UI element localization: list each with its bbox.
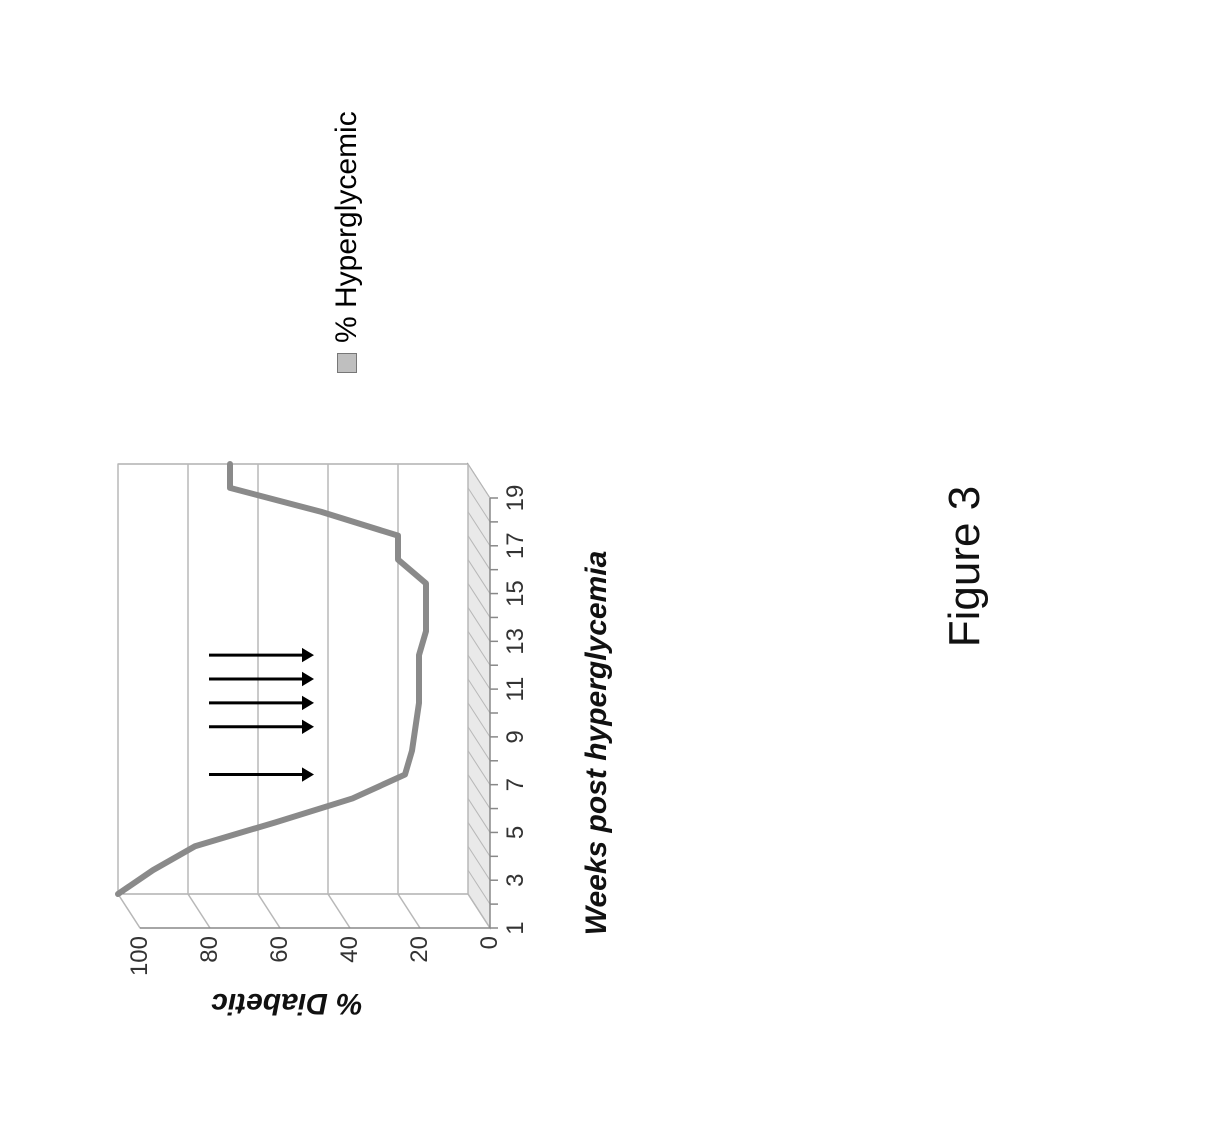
y-tick: 0 (476, 936, 504, 986)
x-tick: 19 (502, 481, 530, 515)
legend: % Hyperglycemic (330, 111, 364, 373)
y-tick: 20 (406, 936, 434, 986)
rotated-canvas: % Diabetic Weeks post hyperglycemia 0 20 4… (0, 0, 1221, 1133)
x-tick: 13 (502, 624, 530, 658)
y-axis-label: % Diabetic (187, 986, 387, 1020)
legend-swatch (337, 353, 357, 373)
x-tick: 11 (502, 672, 530, 706)
x-tick: 17 (502, 529, 530, 563)
legend-label: % Hyperglycemic (330, 111, 364, 343)
x-tick: 15 (502, 577, 530, 611)
x-tick: 5 (502, 815, 530, 849)
y-tick: 40 (336, 936, 364, 986)
y-tick: 60 (266, 936, 294, 986)
x-axis-label: Weeks post hyperglycemia (580, 503, 614, 983)
figure-caption: Figure 3 (940, 0, 990, 1133)
x-tick: 7 (502, 768, 530, 802)
x-tick: 9 (502, 720, 530, 754)
stage: % Diabetic Weeks post hyperglycemia 0 20 4… (0, 0, 1221, 1133)
y-tick: 100 (126, 936, 154, 986)
y-tick: 80 (196, 936, 224, 986)
x-tick: 1 (502, 911, 530, 945)
x-tick: 3 (502, 863, 530, 897)
